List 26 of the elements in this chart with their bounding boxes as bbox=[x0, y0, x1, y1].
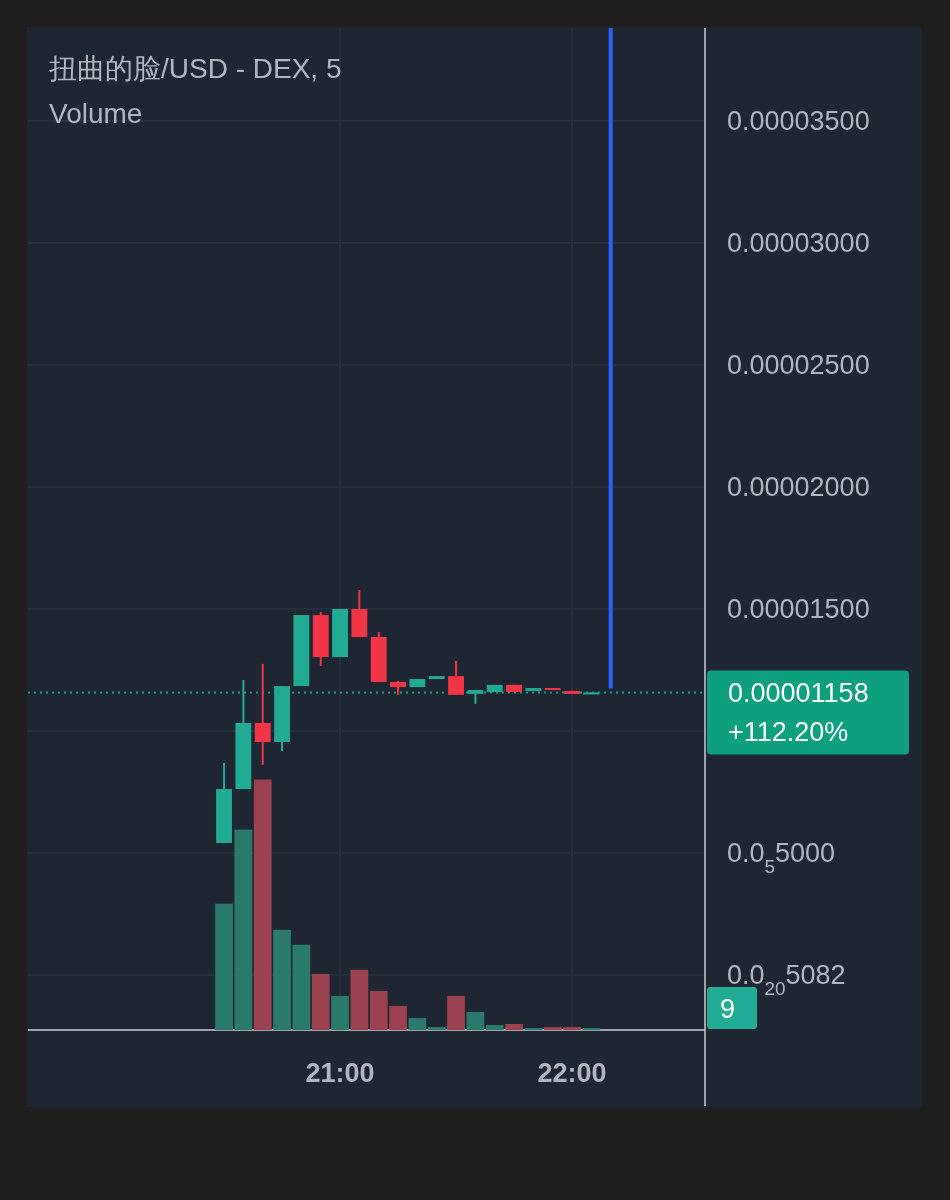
bar bbox=[427, 1026, 446, 1030]
y-tick-label: 0.00002000 bbox=[727, 471, 870, 502]
bar bbox=[505, 1023, 523, 1030]
text: +112.20% bbox=[728, 717, 849, 748]
x-tick-label: 22:00 bbox=[537, 1058, 607, 1088]
bar bbox=[466, 1011, 485, 1030]
y-tick-label: 0.00002500 bbox=[727, 349, 870, 380]
chart-title: Volume bbox=[49, 98, 143, 129]
bar bbox=[234, 829, 253, 1030]
text: 扭曲的脸/USD - DEX, 5 bbox=[49, 53, 342, 84]
ref-line-label: 0.00001158 bbox=[728, 678, 869, 709]
y-tick-label: 0.00003500 bbox=[727, 105, 870, 136]
y-tick-label: 0.00003000 bbox=[727, 227, 870, 258]
bar bbox=[331, 995, 349, 1030]
y-tick-label: 0.0$_{5}$5000 bbox=[727, 838, 836, 877]
bar bbox=[253, 779, 272, 1030]
bar bbox=[485, 1024, 504, 1030]
bar bbox=[311, 973, 330, 1030]
x-tick-label: 21:00 bbox=[305, 1058, 375, 1088]
bar bbox=[350, 969, 369, 1030]
bar bbox=[292, 944, 311, 1030]
bar bbox=[215, 903, 233, 1030]
bar bbox=[408, 1017, 427, 1030]
bar bbox=[447, 995, 465, 1030]
bar bbox=[273, 929, 291, 1030]
y-tick-label: 0.00001500 bbox=[727, 593, 870, 624]
